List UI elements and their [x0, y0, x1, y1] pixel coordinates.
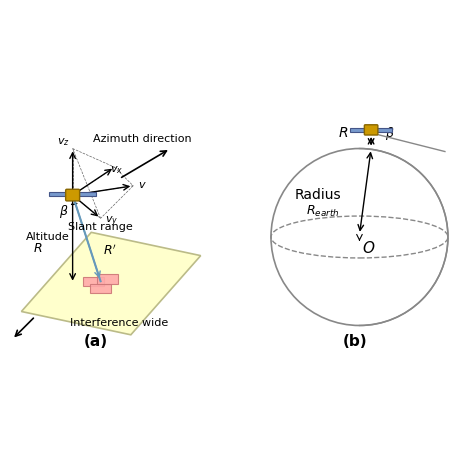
Text: $R$: $R$: [338, 126, 348, 140]
Polygon shape: [83, 277, 104, 286]
Text: $R'$: $R'$: [103, 244, 117, 258]
Text: $R_{earth}$: $R_{earth}$: [306, 204, 339, 219]
Text: Slant range: Slant range: [68, 222, 133, 232]
Text: $v_x$: $v_x$: [110, 164, 123, 175]
Polygon shape: [90, 283, 111, 293]
Polygon shape: [79, 191, 96, 196]
Text: (a): (a): [84, 334, 108, 349]
Text: Altitude: Altitude: [26, 232, 70, 242]
Polygon shape: [350, 128, 365, 132]
Polygon shape: [49, 191, 67, 196]
Text: $v_y$: $v_y$: [105, 214, 118, 229]
Text: $O$: $O$: [362, 240, 375, 256]
Polygon shape: [21, 232, 201, 335]
Text: $v$: $v$: [138, 180, 146, 190]
Polygon shape: [377, 128, 392, 132]
Text: $v_z$: $v_z$: [57, 136, 70, 148]
Text: (b): (b): [343, 334, 367, 349]
Text: $R$: $R$: [33, 242, 43, 255]
Text: Interference wide: Interference wide: [70, 318, 168, 328]
Text: Azimuth direction: Azimuth direction: [93, 134, 192, 144]
Text: Radius: Radius: [294, 188, 341, 202]
Polygon shape: [97, 274, 118, 283]
Circle shape: [271, 148, 448, 326]
FancyBboxPatch shape: [65, 189, 80, 201]
FancyBboxPatch shape: [365, 125, 378, 135]
Text: $\beta$: $\beta$: [385, 125, 395, 142]
Text: $\beta$: $\beta$: [58, 203, 68, 220]
